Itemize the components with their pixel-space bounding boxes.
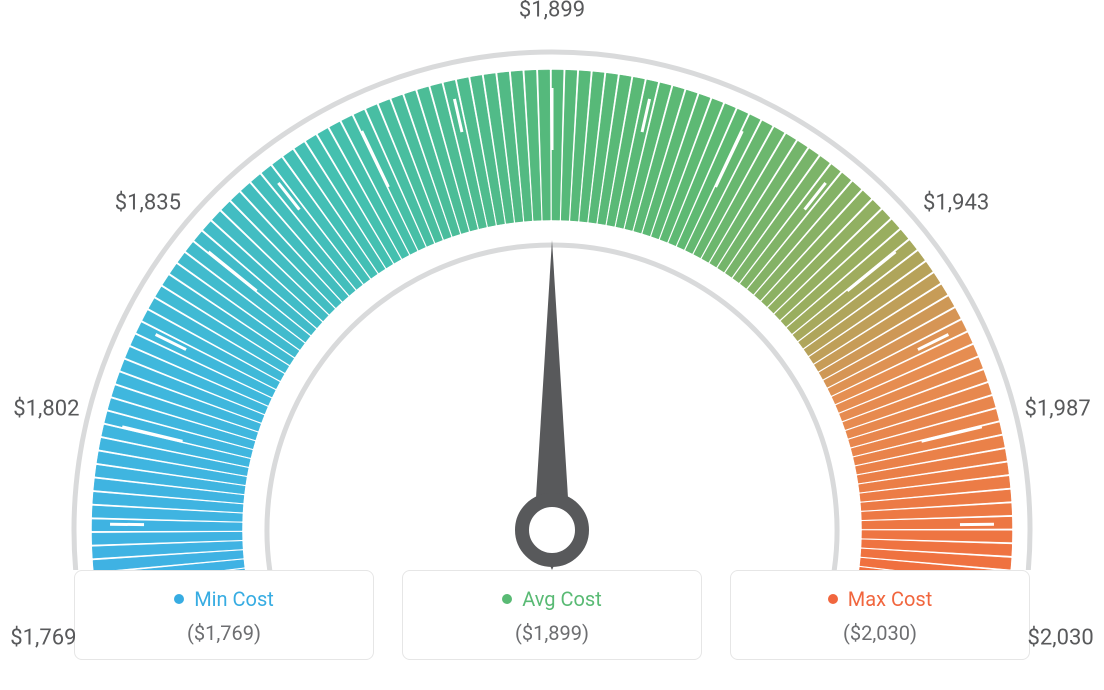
legend-title-text: Min Cost <box>194 587 274 611</box>
legend-value-avg: ($1,899) <box>403 621 701 645</box>
legend-title-text: Avg Cost <box>522 587 602 611</box>
gauge-chart: $1,769$1,802$1,835$1,899$1,943$1,987$2,0… <box>20 20 1084 560</box>
legend-title-text: Max Cost <box>848 587 933 611</box>
legend-title-avg: Avg Cost <box>502 587 602 611</box>
dot-icon <box>502 594 512 604</box>
gauge-tick-label: $1,835 <box>115 190 181 215</box>
legend-title-max: Max Cost <box>828 587 933 611</box>
legend-title-min: Min Cost <box>174 587 274 611</box>
legend-card-min: Min Cost ($1,769) <box>74 570 374 660</box>
legend-card-avg: Avg Cost ($1,899) <box>402 570 702 660</box>
gauge-tick-label: $1,987 <box>1025 396 1091 421</box>
gauge-tick-label: $1,802 <box>13 396 79 421</box>
gauge-tick-label: $1,943 <box>923 190 989 215</box>
gauge-tick-label: $1,769 <box>10 626 76 651</box>
legend-row: Min Cost ($1,769) Avg Cost ($1,899) Max … <box>20 570 1084 660</box>
gauge-svg <box>20 30 1084 570</box>
gauge-tick-label: $2,030 <box>1028 626 1094 651</box>
legend-value-min: ($1,769) <box>75 621 373 645</box>
legend-value-max: ($2,030) <box>731 621 1029 645</box>
gauge-tick-label: $1,899 <box>519 0 585 23</box>
dot-icon <box>174 594 184 604</box>
dot-icon <box>828 594 838 604</box>
legend-card-max: Max Cost ($2,030) <box>730 570 1030 660</box>
